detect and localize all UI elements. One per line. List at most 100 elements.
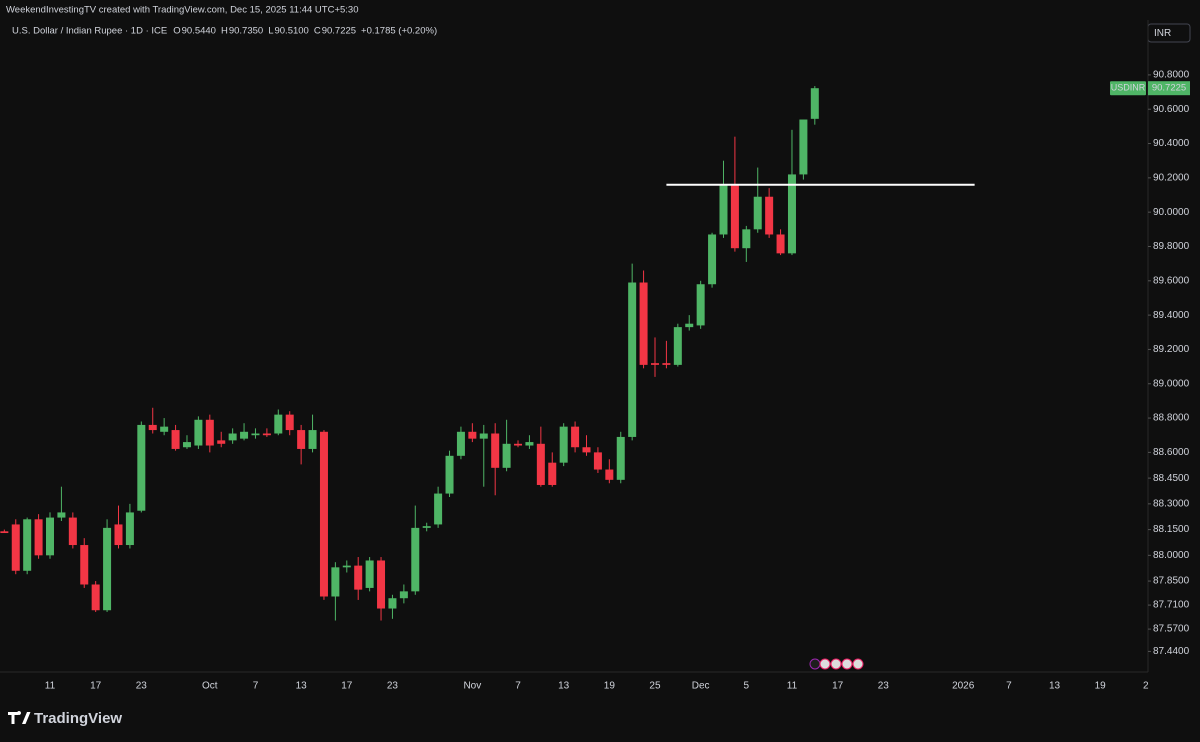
legend-value: 90.5100 [274, 26, 308, 37]
candle-body [662, 363, 671, 365]
x-tick-label: 11 [45, 681, 56, 692]
candle-body [502, 443, 511, 468]
x-tick-label: 23 [878, 681, 890, 692]
chart-title: U.S. Dollar / Indian Rupee · 1D · ICE [12, 26, 167, 37]
candle-body [639, 282, 648, 365]
candle-body [217, 440, 226, 444]
y-tick-label: 90.8000 [1153, 70, 1190, 81]
candle-body [148, 424, 157, 431]
logo: TradingView [8, 710, 122, 727]
x-tick-label: 13 [1049, 681, 1061, 692]
y-tick-label: 87.5700 [1153, 624, 1190, 635]
header-legend: U.S. Dollar / Indian Rupee · 1D · ICE O 90… [12, 26, 437, 37]
candle-body [194, 419, 203, 446]
currency[interactable]: INR [1154, 28, 1171, 39]
candle-body [730, 184, 739, 249]
x-tick-label: Oct [202, 681, 218, 692]
candle-body [274, 414, 283, 434]
candle-body [525, 442, 534, 446]
candle-body [776, 234, 785, 254]
candle-body [171, 430, 180, 449]
y-tick-label: 88.4500 [1153, 473, 1190, 484]
candle-body [685, 323, 694, 328]
x-tick-label: 17 [90, 681, 102, 692]
legend-key: C [314, 26, 321, 37]
candle-body [182, 442, 191, 448]
x-tick-label: 23 [387, 681, 399, 692]
candle-body [445, 455, 454, 494]
candle-body [799, 119, 808, 175]
y-tick-label: 87.7100 [1153, 600, 1190, 611]
candle-body [571, 426, 580, 448]
event-icon[interactable] [852, 658, 864, 670]
candle-body [80, 545, 89, 585]
candle-body [582, 447, 591, 453]
legend-value: 90.5440 [182, 26, 216, 37]
candle-body [479, 433, 488, 439]
event-icon[interactable] [809, 658, 821, 670]
symbol-tag-label: USDINR [1111, 83, 1146, 93]
candle-body [240, 431, 249, 439]
event-icon[interactable] [830, 658, 842, 670]
candle-body [103, 527, 112, 611]
candle-body [262, 433, 271, 436]
candle-body [125, 512, 134, 546]
events[interactable] [809, 658, 864, 670]
candle-body [399, 591, 408, 599]
y-tick-label: 88.0000 [1153, 550, 1190, 561]
candle-body [673, 327, 682, 365]
logo-icon [8, 711, 31, 724]
event-icon[interactable] [841, 658, 853, 670]
candle-body [810, 88, 819, 119]
candle-body [365, 560, 374, 588]
y-tick-label: 90.4000 [1153, 138, 1190, 149]
y-tick-label: 88.8000 [1153, 413, 1190, 424]
x-tick-label: 7 [1006, 681, 1012, 692]
candle-body [137, 424, 146, 511]
x-tick-label: 25 [649, 681, 661, 692]
candle-body [46, 517, 54, 556]
x-tick-label: 13 [296, 681, 308, 692]
y-tick-label: 89.6000 [1153, 275, 1190, 286]
y-tick-label: 87.4400 [1153, 646, 1190, 657]
candle-body [114, 524, 123, 546]
candle-body [787, 174, 796, 254]
candle-body [354, 565, 363, 590]
x-tick-label: 19 [604, 681, 616, 692]
candle-body [251, 433, 260, 436]
brand: TradingView [34, 710, 122, 727]
candle-body [491, 433, 500, 468]
price-tag-label: 90.7225 [1152, 83, 1186, 94]
candle-body [205, 419, 214, 446]
candle-body [411, 527, 420, 592]
candle-body [434, 493, 443, 525]
event-icon[interactable] [819, 658, 831, 670]
candle-body [297, 430, 306, 449]
candle-body [719, 184, 728, 235]
candle-body [68, 517, 77, 546]
legend-change: +0.1785 (+0.20%) [361, 26, 437, 37]
candle-body [308, 430, 317, 449]
credit: WeekendInvestingTV created with TradingV… [6, 5, 359, 16]
x-tick-label: 7 [515, 681, 521, 692]
candle-body [388, 598, 397, 609]
y-tick-label: 90.2000 [1153, 172, 1190, 183]
price-tag [1148, 81, 1190, 96]
x-tick-label: 7 [253, 681, 259, 692]
y-tick-label: 88.1500 [1153, 524, 1190, 535]
y-tick-label: 88.6000 [1153, 447, 1190, 458]
y-tick-label: 89.0000 [1153, 378, 1190, 389]
legend-key: L [268, 26, 273, 37]
legend-key: H [221, 26, 228, 37]
x-tick-label: 2 [1143, 681, 1149, 692]
x-tick-label: Dec [692, 681, 710, 692]
candle-body [742, 229, 751, 249]
candle-body [696, 284, 705, 326]
candle-body [34, 519, 43, 556]
x-tick-label: 23 [136, 681, 148, 692]
legend-value: 90.7350 [229, 26, 263, 37]
candle-body [548, 462, 557, 485]
y-tick-label: 90.0000 [1153, 207, 1190, 218]
candle-body [514, 443, 523, 446]
